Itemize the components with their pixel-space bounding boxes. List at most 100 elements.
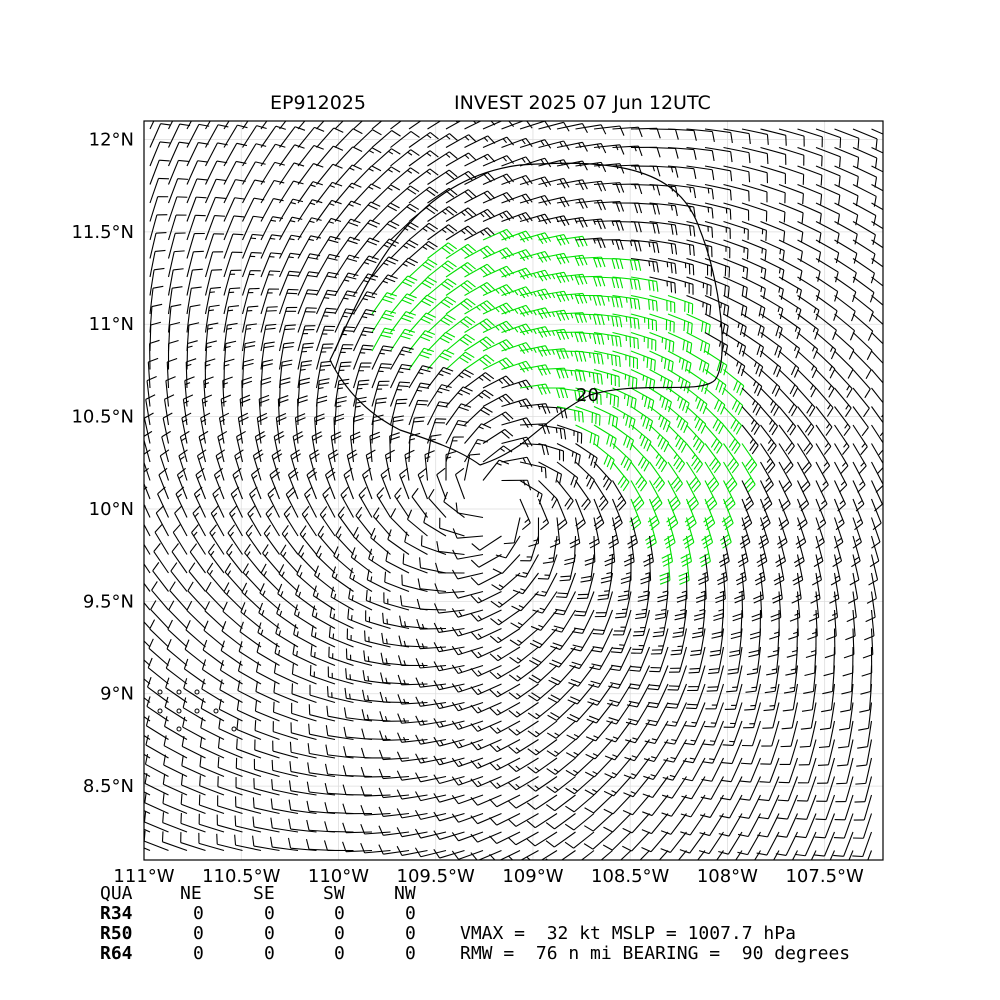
wind-barb xyxy=(686,294,712,316)
wind-barb xyxy=(778,498,790,531)
wind-barb xyxy=(144,830,169,852)
wind-barb xyxy=(545,813,576,830)
wind-barb xyxy=(220,640,243,666)
wind-barb xyxy=(612,276,641,291)
wind-barb xyxy=(252,797,280,815)
wind-barb xyxy=(144,753,151,759)
wind-barb xyxy=(778,350,800,378)
wind-barb xyxy=(419,557,447,574)
wind-barb xyxy=(439,517,465,537)
wind-barb xyxy=(390,131,420,148)
wind-barb xyxy=(451,608,484,618)
wind-barb xyxy=(353,309,377,333)
wind-barb xyxy=(433,661,465,672)
wind-barb xyxy=(414,809,447,820)
wind-barb xyxy=(241,215,264,241)
wind-barb xyxy=(667,146,697,160)
wind-barb xyxy=(470,775,502,788)
wind-barb xyxy=(677,850,687,860)
wind-barb xyxy=(682,757,706,782)
wind-barb xyxy=(556,198,588,209)
wind-barb xyxy=(822,665,836,695)
wind-barb xyxy=(250,467,262,500)
wind-barb xyxy=(287,467,299,500)
wind-barb xyxy=(723,183,750,202)
wind-barb xyxy=(148,638,169,666)
wind-barb xyxy=(416,598,447,611)
wind-barb xyxy=(834,443,849,474)
wind-barb xyxy=(260,234,283,259)
wind-barb xyxy=(470,849,502,860)
wind-barb xyxy=(451,794,484,805)
wind-barb xyxy=(260,125,286,148)
wind-barb xyxy=(162,773,188,796)
wind-barb xyxy=(399,595,428,611)
wind-barb xyxy=(207,543,225,574)
wind-barb xyxy=(546,776,576,794)
wind-barb xyxy=(871,461,883,493)
wind-barb xyxy=(649,331,675,353)
wind-barb xyxy=(852,480,865,512)
wind-barb xyxy=(309,684,336,704)
wind-barb xyxy=(144,601,151,611)
wind-barb xyxy=(519,157,552,168)
wind-barb xyxy=(852,128,878,150)
wind-barb xyxy=(202,639,225,666)
wind-barb xyxy=(527,776,558,792)
wind-barb xyxy=(256,412,268,444)
x-tick-label: 111°W xyxy=(113,866,174,887)
wind-barb xyxy=(797,332,819,359)
wind-barb xyxy=(600,554,614,584)
wind-barb xyxy=(760,387,780,416)
wind-barb xyxy=(464,438,488,463)
wind-barb xyxy=(501,304,533,317)
wind-barb xyxy=(482,155,515,167)
wind-barb xyxy=(267,486,280,518)
wind-barb xyxy=(667,239,695,256)
wind-barb xyxy=(274,642,299,666)
wind-barb xyxy=(335,526,354,555)
wind-barb xyxy=(417,578,447,593)
wind-barb xyxy=(297,121,306,130)
wind-barb xyxy=(223,269,242,296)
wind-barb xyxy=(342,822,373,834)
wind-barb xyxy=(363,650,391,667)
wind-barb xyxy=(528,665,558,684)
wind-barb xyxy=(146,696,169,722)
wind-barb xyxy=(700,794,724,818)
wind-barb xyxy=(402,553,428,574)
wind-barb xyxy=(470,591,502,604)
wind-barb xyxy=(519,139,552,149)
wind-barb xyxy=(553,591,576,616)
wind-barb xyxy=(186,232,205,259)
wind-barb xyxy=(760,183,786,204)
wind-barb xyxy=(703,720,725,746)
wind-barb xyxy=(778,443,794,474)
wind-barb xyxy=(165,677,188,703)
wind-barb xyxy=(234,796,262,815)
wind-barb xyxy=(144,563,151,574)
wind-barb xyxy=(760,480,773,512)
wind-barb xyxy=(622,831,650,852)
wind-barb xyxy=(566,720,595,741)
wind-barb xyxy=(279,180,304,204)
calm-marker xyxy=(194,708,200,714)
wind-barb xyxy=(667,461,683,493)
wind-barb xyxy=(346,628,373,648)
wind-barb xyxy=(445,333,476,352)
wind-barb xyxy=(834,184,859,207)
wind-barb xyxy=(501,360,533,373)
wind-barb xyxy=(285,486,299,518)
wind-barb xyxy=(704,406,725,435)
y-tick-label: 9.5°N xyxy=(83,591,134,612)
wind-barb xyxy=(780,720,799,748)
wind-barb xyxy=(182,394,194,426)
wind-barb xyxy=(464,153,496,167)
wind-barb xyxy=(679,831,706,854)
wind-barb xyxy=(378,749,410,761)
wind-barb xyxy=(815,128,842,149)
wind-barb xyxy=(649,239,678,255)
wind-barb xyxy=(242,125,267,148)
wind-barb xyxy=(427,296,457,315)
wind-barb xyxy=(223,121,230,130)
